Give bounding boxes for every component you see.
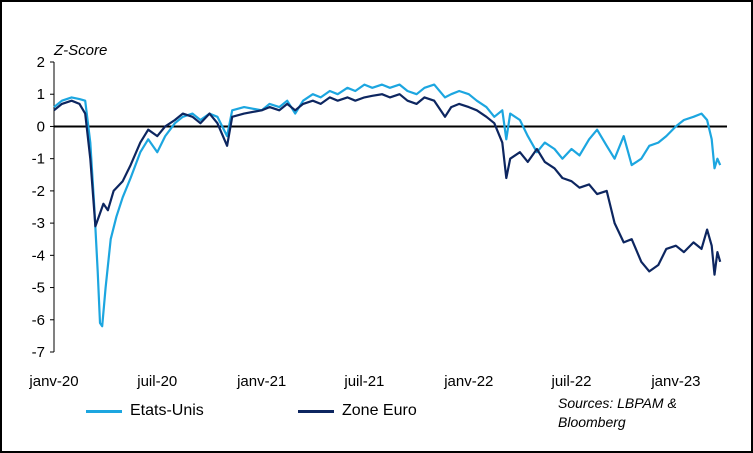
x-tick-label: janv-23 xyxy=(650,373,700,390)
y-tick-label: 0 xyxy=(37,118,45,135)
legend-item-zone-euro: Zone Euro xyxy=(298,402,417,420)
x-tick-label: janv-22 xyxy=(443,373,493,390)
legend-item-etats-unis: Etats-Unis xyxy=(86,402,204,420)
y-tick-label: -6 xyxy=(32,312,45,329)
x-tick-label: janv-20 xyxy=(28,373,78,390)
y-tick-label: -2 xyxy=(32,183,45,200)
x-tick-label: juil-20 xyxy=(136,373,177,390)
y-tick-label: 1 xyxy=(37,86,45,103)
x-tick-label: juil-21 xyxy=(343,373,384,390)
series-line-etats-unis xyxy=(53,83,722,328)
y-tick-label: -3 xyxy=(32,215,45,232)
y-tick-label: 2 xyxy=(37,54,45,71)
y-tick-label: -1 xyxy=(32,151,45,168)
source-note: Sources: LBPAM & Bloomberg xyxy=(558,395,677,430)
series-line-zone-euro xyxy=(53,93,722,276)
y-axis-label: Z-Score xyxy=(54,42,108,59)
x-tick-label: janv-21 xyxy=(236,373,286,390)
legend-label-zone-euro: Zone Euro xyxy=(342,402,417,419)
x-tick-label: juil-22 xyxy=(551,373,592,390)
legend-swatch-etats-unis xyxy=(86,409,122,413)
y-tick-label: -7 xyxy=(32,344,45,361)
legend-label-etats-unis: Etats-Unis xyxy=(130,402,204,419)
y-tick-label: -5 xyxy=(32,280,45,297)
legend-swatch-zone-euro xyxy=(298,409,334,413)
y-tick-label: -4 xyxy=(32,247,45,264)
